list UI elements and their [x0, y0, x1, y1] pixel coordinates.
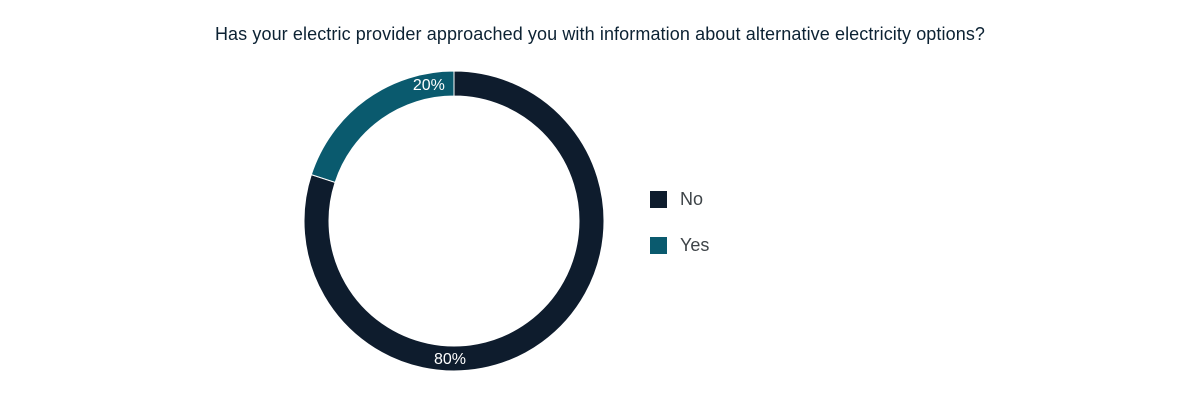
donut-slice-yes [310, 70, 455, 184]
legend-item-no: No [650, 186, 709, 212]
data-label-yes: 20% [413, 77, 445, 94]
legend-item-yes: Yes [650, 232, 709, 258]
legend-swatch-yes [650, 236, 667, 254]
donut-slice-no [303, 70, 605, 372]
chart-title: Has your electric provider approached yo… [214, 24, 986, 44]
data-label-no: 80% [434, 351, 466, 368]
legend-label-yes: Yes [680, 234, 710, 255]
legend: No Yes [650, 186, 709, 278]
legend-swatch-no [650, 190, 667, 208]
legend-label-no: No [680, 188, 704, 209]
